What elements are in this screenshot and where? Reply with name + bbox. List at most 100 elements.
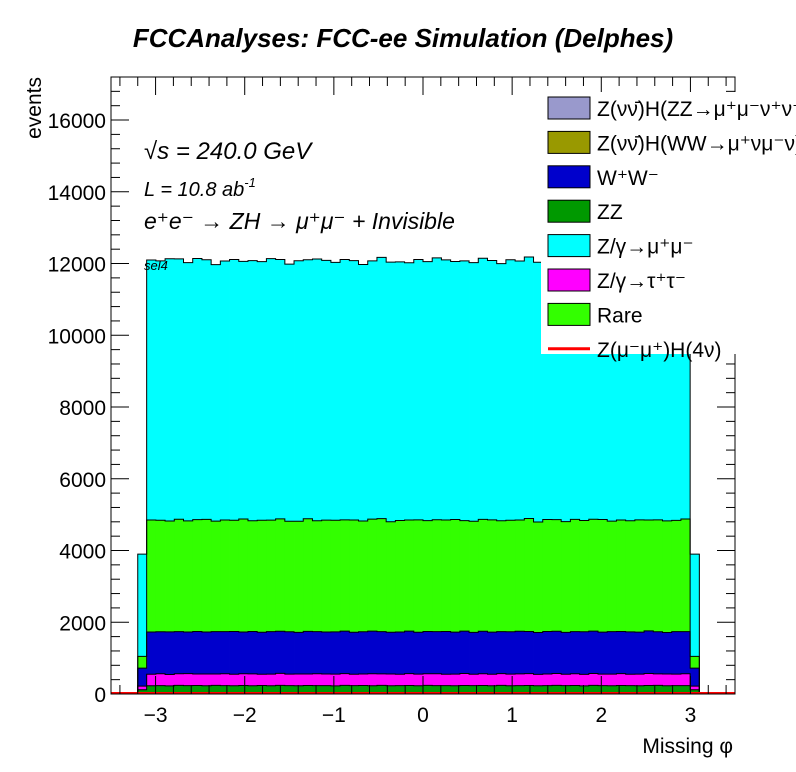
bar-z bbox=[146, 674, 157, 686]
bar-w-w bbox=[524, 631, 534, 674]
bar-z bbox=[294, 674, 304, 686]
bar-w-w bbox=[358, 631, 369, 674]
bar-zz bbox=[469, 685, 479, 694]
bar-z bbox=[349, 260, 359, 521]
bar-zz bbox=[487, 685, 498, 694]
bar-w-w bbox=[349, 632, 359, 675]
bar-z bbox=[690, 686, 700, 690]
bar-z bbox=[340, 673, 350, 686]
bar-rare bbox=[588, 519, 599, 632]
bar-zz bbox=[616, 685, 627, 694]
legend-label: W⁺W⁻ bbox=[597, 167, 659, 190]
bar-w-w bbox=[229, 631, 240, 675]
bar-z bbox=[579, 674, 590, 686]
bar-rare bbox=[607, 521, 617, 632]
bar-rare bbox=[146, 520, 157, 632]
legend-item-z-h-4: Z(μ⁻μ⁺)H(4ν) bbox=[548, 339, 722, 362]
bar-zz bbox=[183, 685, 194, 694]
bar-zz bbox=[340, 685, 350, 694]
x-tick-label: −1 bbox=[322, 704, 346, 727]
series-rare bbox=[137, 518, 700, 669]
bar-z bbox=[478, 673, 488, 686]
bar-z bbox=[155, 673, 166, 686]
bar-zz bbox=[690, 689, 700, 694]
bar-z bbox=[192, 258, 203, 520]
bar-z bbox=[229, 674, 240, 686]
legend-item-z: Z/γ→τ⁺τ⁻ bbox=[547, 268, 686, 293]
bar-rare bbox=[487, 519, 498, 633]
bar-zz bbox=[496, 685, 507, 694]
bar-z bbox=[395, 261, 405, 521]
bar-z bbox=[211, 264, 221, 522]
bar-zz bbox=[266, 685, 277, 694]
chart-title: FCCAnalyses: FCC-ee Simulation (Delphes) bbox=[133, 23, 673, 53]
bar-zz bbox=[404, 685, 415, 694]
legend-swatch bbox=[547, 302, 591, 326]
bar-z bbox=[211, 673, 221, 686]
bar-z bbox=[349, 674, 359, 686]
bar-z bbox=[376, 257, 387, 519]
bar-z bbox=[266, 674, 277, 686]
bar-z bbox=[644, 673, 654, 686]
bar-w-w bbox=[478, 631, 488, 674]
bar-z bbox=[192, 674, 203, 686]
y-tick-label: 4000 bbox=[59, 541, 106, 564]
x-tick-label: 3 bbox=[685, 704, 697, 727]
bar-rare bbox=[174, 519, 184, 632]
bar-z bbox=[616, 262, 627, 520]
bar-z bbox=[238, 673, 249, 686]
bar-rare bbox=[395, 520, 405, 633]
bar-z bbox=[570, 258, 580, 520]
bar-zz bbox=[211, 685, 221, 694]
outline-rare bbox=[137, 518, 700, 694]
bar-rare bbox=[349, 520, 359, 633]
bar-w-w bbox=[183, 632, 194, 674]
bar-zz bbox=[680, 685, 691, 694]
bar-z bbox=[459, 673, 470, 686]
bar-rare bbox=[450, 519, 461, 633]
bar-z bbox=[266, 258, 277, 521]
bar-z bbox=[478, 258, 488, 520]
bar-zz bbox=[515, 685, 525, 694]
bar-z bbox=[413, 674, 424, 686]
bar-rare bbox=[155, 520, 166, 632]
bar-z bbox=[551, 673, 562, 686]
bar-z bbox=[588, 673, 599, 686]
bar-w-w bbox=[367, 631, 378, 674]
bar-zz bbox=[165, 685, 175, 694]
y-tick-label: 0 bbox=[94, 684, 106, 707]
bar-rare bbox=[340, 519, 350, 632]
bar-z bbox=[238, 261, 249, 519]
bar-zz bbox=[671, 685, 682, 694]
bar-zz bbox=[570, 685, 580, 694]
energy-annotation: √s = 240.0 GeV bbox=[144, 138, 313, 165]
bar-w-w bbox=[515, 631, 525, 674]
bar-rare bbox=[616, 519, 627, 632]
bar-z bbox=[616, 673, 627, 686]
bar-rare bbox=[312, 520, 323, 632]
bar-rare bbox=[671, 520, 682, 632]
bar-z bbox=[303, 259, 313, 519]
bar-z bbox=[312, 258, 323, 521]
legend-label: Z/γ→τ⁺τ⁻ bbox=[597, 270, 686, 293]
x-tick-labels: −3 −2 −1 0 1 2 3 bbox=[144, 704, 697, 727]
bar-w-w bbox=[247, 631, 258, 674]
bar-zz bbox=[533, 685, 544, 694]
x-axis-label: Missing φ bbox=[642, 735, 733, 758]
bar-z bbox=[524, 257, 534, 519]
bar-w-w bbox=[201, 632, 212, 675]
bar-zz bbox=[321, 685, 332, 694]
bar-z bbox=[607, 261, 617, 522]
bar-zz bbox=[155, 685, 166, 694]
bar-z bbox=[330, 262, 341, 521]
bar-rare bbox=[551, 519, 562, 632]
bar-rare bbox=[257, 520, 267, 633]
bar-z bbox=[680, 259, 691, 520]
bar-rare bbox=[469, 521, 479, 633]
bar-z bbox=[625, 260, 636, 521]
bar-zz bbox=[146, 685, 157, 694]
bar-w-w bbox=[146, 631, 157, 675]
bar-z bbox=[155, 260, 166, 521]
x-tick-label: −3 bbox=[144, 704, 168, 727]
